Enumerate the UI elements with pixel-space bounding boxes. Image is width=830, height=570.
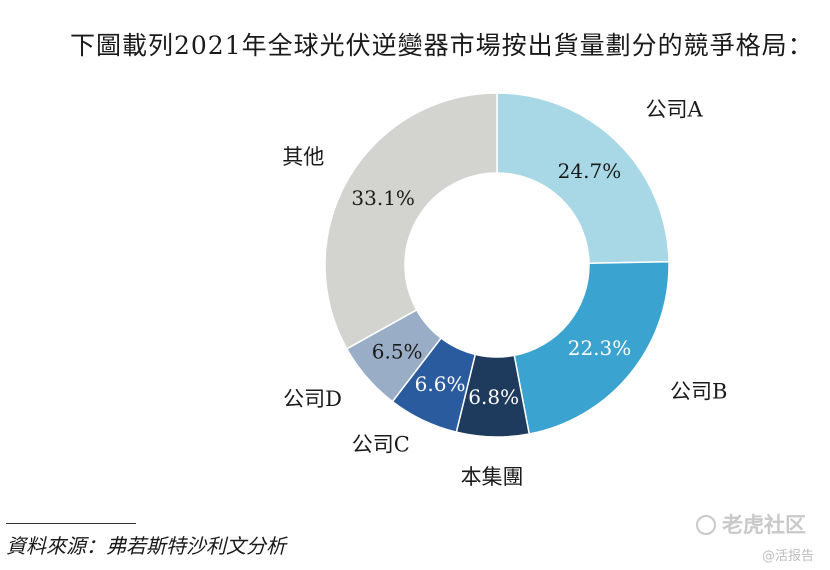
value-label: 22.3% [568, 336, 632, 360]
tiger-logo-icon [696, 515, 716, 535]
source-divider [6, 523, 136, 524]
slice-6 [324, 92, 498, 350]
category-label: 公司C [352, 433, 410, 457]
value-label: 33.1% [351, 186, 415, 210]
category-labels: 公司A 公司B 本集團 公司C 公司D 其他 [282, 98, 727, 489]
value-labels: 24.7% 22.3% 6.8%6.6% 6.5% 33.1% [351, 159, 631, 409]
value-label: 6.6% [415, 372, 466, 396]
watermark-brand: 老虎社区 [722, 513, 806, 537]
category-label: 公司B [670, 379, 727, 403]
chart-title: 下圖載列2021年全球光伏逆變器市場按出貨量劃分的競爭格局： [70, 31, 814, 60]
source-note: 資料來源：弗若斯特沙利文分析 [6, 534, 286, 558]
category-label: 本集團 [461, 465, 524, 489]
category-label: 公司A [645, 98, 703, 122]
slice-1 [496, 92, 670, 265]
category-label: 公司D [283, 387, 342, 411]
watermark: 老虎社区 [696, 509, 806, 539]
value-label: 6.5% [372, 339, 423, 363]
value-label: 24.7% [558, 159, 622, 183]
slice-2 [513, 260, 670, 435]
donut-slices [324, 92, 670, 438]
value-label: 6.8% [468, 385, 519, 409]
watermark-sub: @活报告 [762, 549, 815, 564]
category-label: 其他 [282, 145, 324, 169]
